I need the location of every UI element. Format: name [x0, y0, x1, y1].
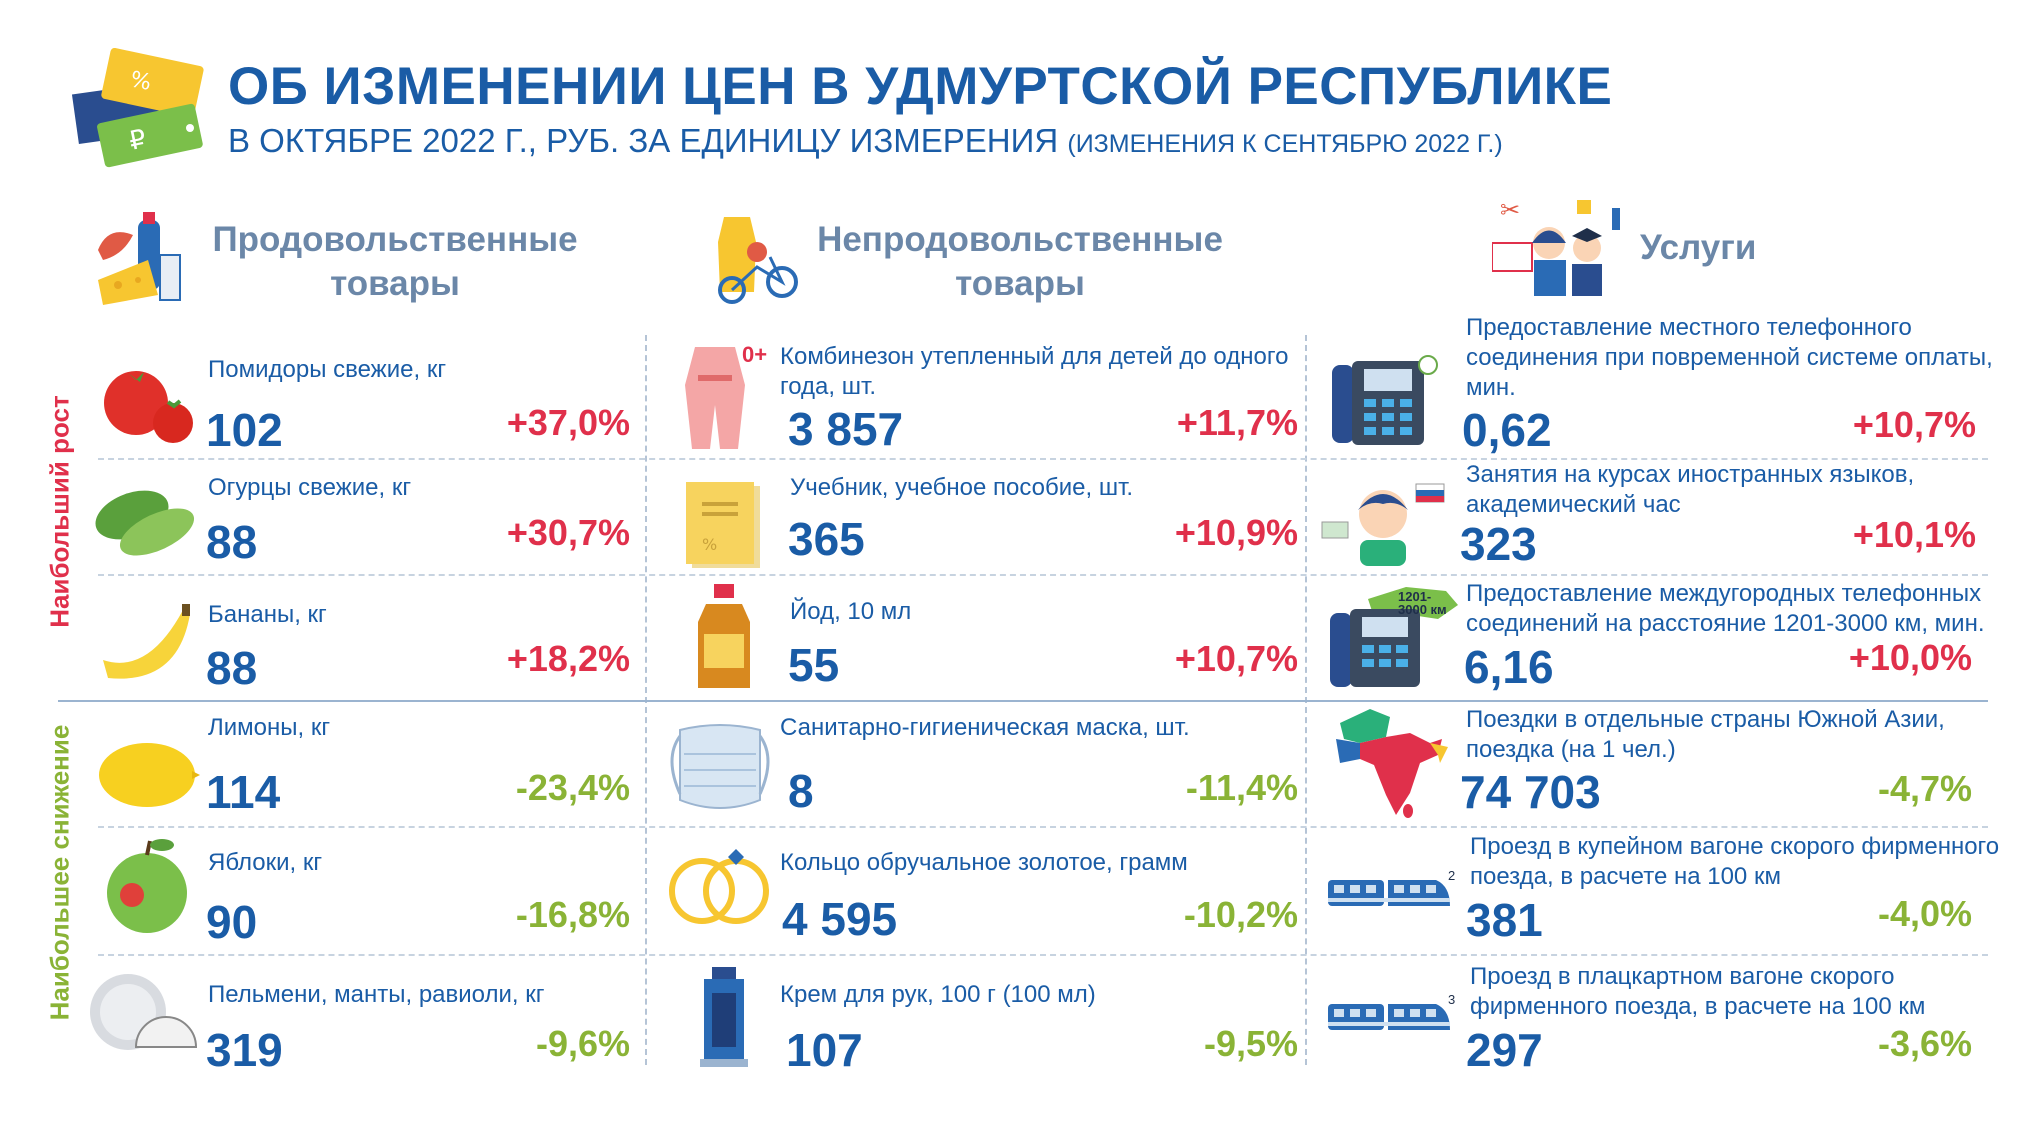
item-change: -9,5%	[1203, 1023, 1298, 1064]
category-services-heading: Услуги	[1640, 228, 1757, 267]
item-price: 8	[788, 765, 814, 817]
tomato-icon	[104, 371, 193, 443]
item-price: 90	[206, 896, 258, 948]
item-change: +11,7%	[1176, 402, 1298, 443]
item-price: 88	[206, 516, 258, 568]
item-name: Крем для рук, 100 г (100 мл)	[780, 981, 1096, 1008]
item-name: Занятия на курсах иностранных языков, ак…	[1466, 461, 1915, 518]
item-price: 0,62	[1462, 404, 1552, 456]
item-name: Комбинезон утепленный для детей до одног…	[780, 343, 1289, 400]
item-change: +10,7%	[1174, 638, 1298, 679]
item-change: +10,1%	[1852, 514, 1976, 555]
item-change: -4,0%	[1877, 893, 1972, 934]
row-divider	[98, 574, 1988, 576]
item-name: Кольцо обручальное золотое, грамм	[780, 849, 1188, 876]
item-name: Проезд в купейном вагоне скорого фирменн…	[1470, 833, 2000, 890]
south-asia-map-icon	[1336, 709, 1448, 818]
price-tags-logo-icon: ₽ %	[71, 48, 204, 168]
services-category-icon: ✂	[1492, 198, 1620, 296]
item-price: 88	[206, 642, 258, 694]
train-class-badge: 2	[1448, 868, 1456, 883]
subtitle-note: (ИЗМЕНЕНИЯ К СЕНТЯБРЮ 2022 Г.)	[1067, 130, 1503, 158]
item-change: -3,6%	[1877, 1023, 1972, 1064]
banana-icon	[103, 604, 190, 679]
item-price: 114	[206, 766, 281, 818]
nonfood-category-icon	[718, 217, 798, 304]
cucumber-icon	[95, 490, 195, 556]
rings-icon	[669, 849, 769, 924]
item-price: 365	[788, 513, 865, 565]
item-change: -10,2%	[1183, 894, 1298, 935]
item-price: 6,16	[1464, 641, 1554, 693]
item-change: +10,9%	[1174, 512, 1298, 553]
svg-text:₽: ₽	[126, 124, 148, 157]
item-price: 323	[1460, 518, 1537, 570]
train-icon	[1328, 880, 1450, 906]
mask-icon	[670, 724, 770, 809]
item-change: -4,7%	[1877, 768, 1972, 809]
row-divider	[98, 954, 1988, 956]
item-name: Пельмени, манты, равиоли, кг	[208, 981, 545, 1008]
item-name: Бананы, кг	[208, 601, 327, 628]
item-price: 319	[206, 1024, 283, 1076]
train-icon	[1328, 1004, 1450, 1030]
item-change: -11,4%	[1185, 767, 1298, 808]
item-name: Помидоры свежие, кг	[208, 356, 447, 383]
growth-side-label: Наибольший рост	[44, 395, 75, 628]
item-change: -16,8%	[515, 894, 630, 935]
row-divider	[98, 458, 1988, 460]
food-category-icon	[98, 212, 181, 305]
distance-badge: 1201-3000 км	[1398, 589, 1447, 617]
student-icon	[1321, 483, 1445, 566]
dumplings-icon	[90, 974, 198, 1050]
category-food-heading: Продовольственные товары	[212, 220, 578, 303]
item-price: 102	[206, 404, 283, 456]
item-name: Лимоны, кг	[208, 714, 331, 741]
phone-map-icon	[1330, 587, 1458, 687]
item-change: -23,4%	[515, 767, 630, 808]
row-divider	[98, 826, 1988, 828]
item-price: 381	[1466, 894, 1543, 946]
item-name: Огурцы свежие, кг	[208, 474, 412, 501]
item-change: +10,0%	[1848, 637, 1972, 678]
item-name: Яблоки, кг	[208, 849, 323, 876]
item-price: 74 703	[1460, 766, 1601, 818]
age-badge: 0+	[742, 342, 768, 367]
item-change: -9,6%	[535, 1023, 630, 1064]
item-name: Предоставление междугородных телефонных …	[1466, 580, 1985, 637]
growth-decline-divider	[58, 700, 1988, 702]
item-change: +18,2%	[506, 638, 630, 679]
textbook-icon: %	[686, 482, 760, 568]
page-title: ОБ ИЗМЕНЕНИИ ЦЕН В УДМУРТСКОЙ РЕСПУБЛИКЕ	[228, 57, 1613, 116]
iodine-icon	[698, 584, 750, 688]
cream-tube-icon	[700, 967, 748, 1067]
page-subtitle: В ОКТЯБРЕ 2022 Г., РУБ. ЗА ЕДИНИЦУ ИЗМЕР…	[228, 122, 1503, 160]
item-name: Предоставление местного телефонного соед…	[1466, 314, 1993, 401]
svg-text:%: %	[128, 67, 154, 96]
item-price: 55	[788, 639, 840, 691]
item-price: 107	[786, 1024, 863, 1076]
item-name: Йод, 10 мл	[790, 598, 912, 625]
lemon-icon	[99, 743, 200, 807]
svg-text:✂: ✂	[1500, 198, 1520, 224]
decline-side-label: Наибольшее снижение	[44, 724, 75, 1021]
item-price: 3 857	[788, 403, 904, 455]
item-name: Санитарно-гигиеническая маска, шт.	[780, 714, 1190, 741]
phone-icon	[1332, 355, 1438, 445]
overalls-icon	[685, 347, 745, 449]
train-class-badge: 3	[1448, 992, 1456, 1007]
item-change: +37,0%	[506, 402, 630, 443]
item-price: 4 595	[782, 893, 898, 945]
item-name: Проезд в плацкартном вагоне скорого фирм…	[1470, 963, 1926, 1020]
item-name: Поездки в отдельные страны Южной Азии, п…	[1466, 706, 1945, 763]
subtitle-main: В ОКТЯБРЕ 2022 Г., РУБ. ЗА ЕДИНИЦУ ИЗМЕР…	[228, 122, 1059, 159]
item-change: +30,7%	[506, 512, 630, 553]
apple-icon	[107, 839, 187, 933]
item-price: 297	[1466, 1024, 1543, 1076]
category-nonfood-heading: Непродовольственные товары	[817, 220, 1223, 303]
svg-text:%: %	[702, 535, 717, 554]
item-name: Учебник, учебное пособие, шт.	[790, 474, 1134, 501]
item-change: +10,7%	[1852, 404, 1976, 445]
